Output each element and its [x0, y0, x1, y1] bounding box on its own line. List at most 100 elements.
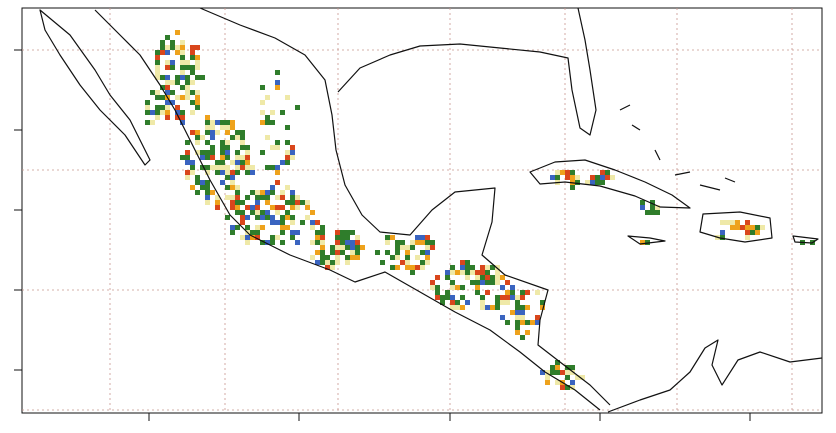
- habitat-cell: [600, 175, 605, 180]
- habitat-cell: [515, 315, 520, 320]
- habitat-cell: [205, 115, 210, 120]
- habitat-cell: [485, 290, 490, 295]
- habitat-cell: [450, 300, 455, 305]
- habitat-cell: [555, 380, 560, 385]
- habitat-cell: [320, 240, 325, 245]
- habitat-cell: [345, 230, 350, 235]
- habitat-cell: [185, 95, 190, 100]
- habitat-cell: [145, 110, 150, 115]
- habitat-cell: [210, 155, 215, 160]
- habitat-cell: [335, 260, 340, 265]
- habitat-cell: [255, 195, 260, 200]
- habitat-cell: [245, 145, 250, 150]
- habitat-cell: [395, 240, 400, 245]
- habitat-cell: [145, 100, 150, 105]
- habitat-cell: [160, 95, 165, 100]
- habitat-cell: [505, 290, 510, 295]
- habitat-cell: [255, 230, 260, 235]
- habitat-cell: [205, 180, 210, 185]
- habitat-cell: [385, 235, 390, 240]
- habitat-cell: [180, 60, 185, 65]
- habitat-cell: [515, 300, 520, 305]
- habitat-cell: [285, 125, 290, 130]
- habitat-cell: [415, 240, 420, 245]
- habitat-cell: [535, 290, 540, 295]
- habitat-cell: [190, 185, 195, 190]
- habitat-cell: [290, 220, 295, 225]
- habitat-cell: [180, 75, 185, 80]
- habitat-cell: [305, 200, 310, 205]
- habitat-cell: [420, 265, 425, 270]
- habitat-cell: [595, 175, 600, 180]
- habitat-cell: [395, 245, 400, 250]
- habitat-cell: [355, 250, 360, 255]
- habitat-cell: [165, 105, 170, 110]
- habitat-cell: [510, 290, 515, 295]
- habitat-cell: [740, 225, 745, 230]
- habitat-cell: [280, 195, 285, 200]
- habitat-cell: [235, 150, 240, 155]
- habitat-cell: [320, 230, 325, 235]
- habitat-cell: [570, 170, 575, 175]
- habitat-cell: [515, 295, 520, 300]
- habitat-cell: [300, 200, 305, 205]
- habitat-cell: [225, 130, 230, 135]
- habitat-cell: [210, 125, 215, 130]
- habitat-cell: [240, 160, 245, 165]
- habitat-cell: [245, 170, 250, 175]
- habitat-cell: [205, 170, 210, 175]
- habitat-cell: [580, 375, 585, 380]
- habitat-cell: [210, 130, 215, 135]
- habitat-cell: [270, 220, 275, 225]
- habitat-cell: [610, 175, 615, 180]
- mexico-mainland: [94, 9, 601, 411]
- habitat-cell: [155, 50, 160, 55]
- habitat-cell: [420, 240, 425, 245]
- habitat-cell: [245, 235, 250, 240]
- habitat-cell: [485, 265, 490, 270]
- habitat-cell: [155, 90, 160, 95]
- habitat-cell: [480, 280, 485, 285]
- habitat-cell: [350, 245, 355, 250]
- habitat-cell: [225, 185, 230, 190]
- habitat-cell: [495, 265, 500, 270]
- habitat-cell: [270, 145, 275, 150]
- habitat-cell: [200, 135, 205, 140]
- habitat-cell: [265, 115, 270, 120]
- habitat-cell: [280, 205, 285, 210]
- habitat-cell: [275, 165, 280, 170]
- habitat-cell: [600, 170, 605, 175]
- habitat-cell: [460, 305, 465, 310]
- habitat-cell: [550, 370, 555, 375]
- habitat-cell: [285, 95, 290, 100]
- habitat-cell: [425, 235, 430, 240]
- habitat-cell: [355, 255, 360, 260]
- habitat-cell: [240, 130, 245, 135]
- habitat-cell: [425, 240, 430, 245]
- habitat-cell: [735, 225, 740, 230]
- habitat-cell: [315, 220, 320, 225]
- habitat-cell: [225, 170, 230, 175]
- habitat-cell: [295, 205, 300, 210]
- habitat-cell: [265, 120, 270, 125]
- habitat-cell: [170, 65, 175, 70]
- habitat-cell: [535, 315, 540, 320]
- habitat-cell: [180, 95, 185, 100]
- habitat-cell: [285, 210, 290, 215]
- habitat-cell: [230, 185, 235, 190]
- habitat-cell: [435, 295, 440, 300]
- habitat-cell: [240, 135, 245, 140]
- habitat-cell: [195, 190, 200, 195]
- habitat-cell: [175, 80, 180, 85]
- habitat-cell: [235, 210, 240, 215]
- habitat-cell: [255, 225, 260, 230]
- habitat-cell: [285, 155, 290, 160]
- habitat-cell: [445, 295, 450, 300]
- habitat-cell: [230, 205, 235, 210]
- habitat-cell: [175, 105, 180, 110]
- habitat-cell: [220, 140, 225, 145]
- habitat-cell: [265, 240, 270, 245]
- habitat-cell: [355, 235, 360, 240]
- habitat-cell: [395, 265, 400, 270]
- habitat-cell: [525, 320, 530, 325]
